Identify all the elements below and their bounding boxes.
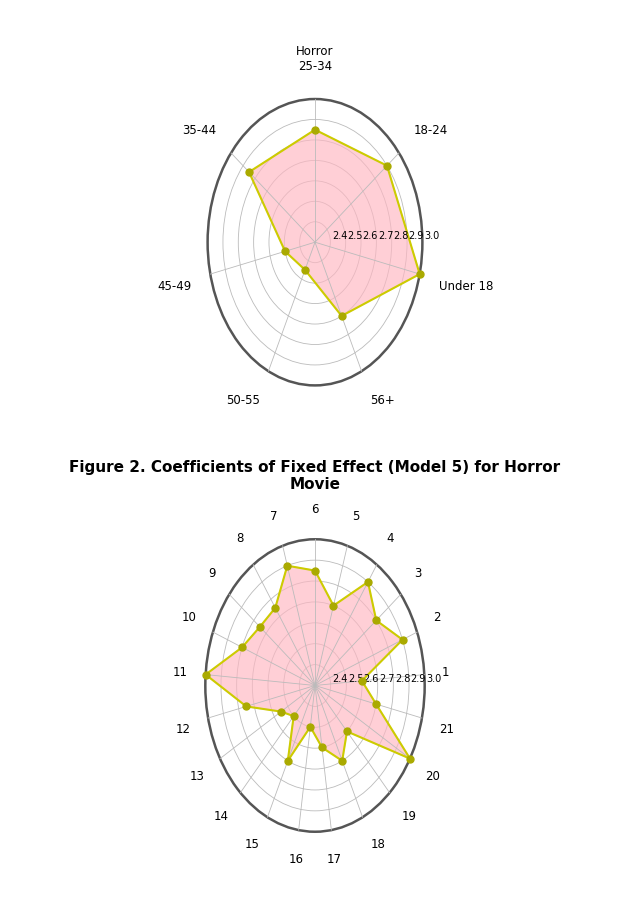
Text: 21: 21 bbox=[439, 723, 454, 737]
Text: 18-24: 18-24 bbox=[414, 124, 449, 137]
Text: Under 18: Under 18 bbox=[438, 280, 493, 292]
Polygon shape bbox=[249, 130, 420, 316]
Text: 11: 11 bbox=[173, 666, 188, 679]
Text: 3.0: 3.0 bbox=[426, 674, 442, 684]
Text: 35-44: 35-44 bbox=[182, 124, 216, 137]
Text: 12: 12 bbox=[176, 723, 191, 737]
Text: 19: 19 bbox=[401, 810, 416, 823]
Text: 2.9: 2.9 bbox=[411, 674, 426, 684]
Text: 14: 14 bbox=[214, 810, 229, 823]
Text: 18: 18 bbox=[370, 838, 385, 851]
Text: 15: 15 bbox=[245, 838, 260, 851]
Text: 50-55: 50-55 bbox=[226, 395, 260, 408]
Text: 2: 2 bbox=[433, 611, 441, 623]
Text: 16: 16 bbox=[289, 854, 304, 866]
Text: 13: 13 bbox=[190, 771, 205, 783]
Text: 10: 10 bbox=[181, 611, 197, 623]
Text: 2.9: 2.9 bbox=[408, 230, 424, 240]
Text: Horror
25-34: Horror 25-34 bbox=[296, 45, 334, 73]
Text: 2.4: 2.4 bbox=[332, 230, 347, 240]
Text: 2.6: 2.6 bbox=[362, 230, 378, 240]
Text: 7: 7 bbox=[270, 510, 277, 524]
Text: 4: 4 bbox=[387, 532, 394, 546]
Text: 56+: 56+ bbox=[370, 395, 395, 408]
Text: 2.6: 2.6 bbox=[364, 674, 379, 684]
Text: 2.5: 2.5 bbox=[348, 674, 364, 684]
Text: 20: 20 bbox=[425, 771, 440, 783]
Text: 2.7: 2.7 bbox=[378, 230, 393, 240]
Text: 2.8: 2.8 bbox=[393, 230, 408, 240]
Text: 45-49: 45-49 bbox=[158, 280, 192, 292]
Text: Figure 2. Coefficients of Fixed Effect (Model 5) for Horror
Movie: Figure 2. Coefficients of Fixed Effect (… bbox=[69, 460, 561, 492]
Text: 5: 5 bbox=[353, 510, 360, 524]
Text: 8: 8 bbox=[236, 532, 243, 546]
Text: 2.8: 2.8 bbox=[395, 674, 410, 684]
Text: 3: 3 bbox=[415, 567, 422, 579]
Polygon shape bbox=[205, 566, 410, 760]
Text: 3.0: 3.0 bbox=[424, 230, 439, 240]
Text: 2.5: 2.5 bbox=[347, 230, 363, 240]
Text: 9: 9 bbox=[208, 567, 215, 579]
Text: 2.4: 2.4 bbox=[332, 674, 348, 684]
Text: 17: 17 bbox=[326, 854, 341, 866]
Text: 2.7: 2.7 bbox=[379, 674, 394, 684]
Text: 1: 1 bbox=[442, 666, 449, 679]
Text: 6: 6 bbox=[311, 503, 319, 515]
